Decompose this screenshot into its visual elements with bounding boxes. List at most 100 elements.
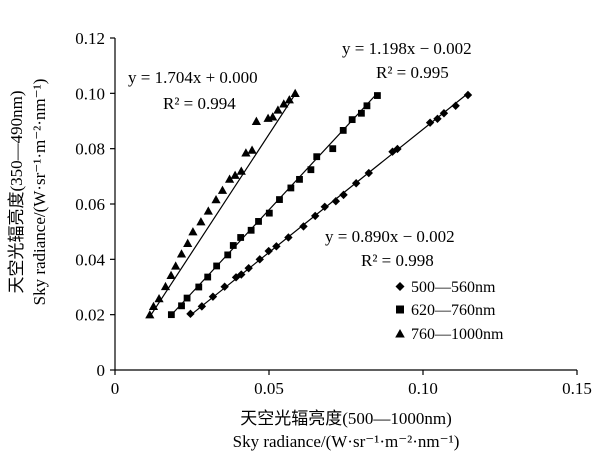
y-tick-label: 0.04: [75, 250, 105, 269]
data-point-square: [296, 175, 303, 183]
legend-marker-square: [396, 305, 404, 314]
data-point-square: [348, 116, 356, 124]
data-point-square: [287, 184, 295, 192]
data-point-triangle: [251, 116, 261, 125]
y-tick-label: 0.06: [75, 195, 105, 214]
data-point-triangle: [224, 174, 235, 183]
legend-marker-triangle: [395, 329, 405, 338]
data-point-diamond: [299, 222, 308, 231]
data-point-diamond: [255, 255, 264, 264]
x-axis-title-en: Sky radiance/(W·sr⁻¹·m⁻²·nm⁻¹): [233, 432, 460, 451]
axes: [114, 38, 577, 371]
data-point-square: [265, 209, 273, 217]
data-points: [145, 88, 473, 319]
data-point-diamond: [244, 263, 253, 273]
data-point-square: [363, 102, 371, 110]
legend: 500—560nm 620—760nm 760—1000nm: [395, 279, 504, 343]
data-point-triangle: [290, 88, 300, 98]
data-point-triangle: [166, 270, 176, 280]
data-point-triangle: [183, 238, 193, 247]
x-tick-label: 0.05: [254, 379, 284, 398]
data-point-triangle: [171, 261, 181, 270]
data-point-diamond: [264, 246, 273, 256]
data-point-triangle: [279, 99, 289, 108]
data-point-triangle: [160, 281, 171, 291]
data-point-triangle: [203, 206, 213, 215]
data-point-triangle: [188, 227, 198, 236]
data-point-triangle: [217, 185, 228, 194]
data-point-diamond: [311, 211, 320, 221]
data-point-diamond: [425, 118, 435, 127]
data-point-triangle: [211, 194, 221, 204]
equation-500-560-fit: y = 0.890x − 0.002: [325, 227, 455, 246]
data-point-square: [313, 153, 321, 161]
equation-620-760-r2: R² = 0.995: [376, 63, 449, 82]
data-point-square: [276, 196, 283, 203]
data-point-diamond: [463, 90, 473, 100]
data-point-triangle: [148, 301, 159, 311]
data-point-triangle: [176, 249, 187, 258]
data-point-diamond: [364, 168, 373, 178]
data-point-square: [237, 234, 245, 241]
y-tick-label: 0.02: [75, 306, 105, 325]
data-point-diamond: [284, 233, 293, 242]
y-axis-title-en: Sky radiance/(W·sr⁻¹·m⁻²·nm⁻¹): [30, 79, 49, 306]
data-point-diamond: [433, 114, 442, 123]
data-point-square: [329, 145, 337, 153]
data-point-diamond: [331, 197, 341, 206]
data-point-square: [183, 294, 191, 302]
y-tick-label: 0: [97, 361, 106, 380]
y-tick-label: 0.10: [75, 84, 105, 103]
data-point-diamond: [237, 270, 246, 279]
legend-label-760-1000: 760—1000nm: [411, 326, 504, 343]
data-point-triangle: [268, 112, 278, 121]
data-point-square: [204, 273, 212, 281]
data-point-square: [195, 283, 203, 291]
data-point-square: [224, 251, 232, 259]
equation-500-560: y = 0.890x − 0.002 R² = 0.998: [325, 227, 455, 270]
y-tick-label: 0.08: [75, 140, 105, 159]
equation-760-1000-r2: R² = 0.994: [163, 94, 236, 113]
data-point-diamond: [197, 302, 207, 311]
legend-marker-diamond: [395, 282, 405, 291]
data-point-triangle: [236, 166, 246, 175]
data-point-diamond: [220, 282, 229, 291]
x-tick-label: 0.15: [562, 379, 592, 398]
data-point-square: [229, 242, 237, 249]
legend-label-500-560: 500—560nm: [411, 279, 496, 296]
data-point-triangle: [145, 310, 155, 319]
data-point-diamond: [351, 179, 361, 188]
data-point-square: [213, 262, 221, 270]
fit-line-triangle: [149, 93, 296, 318]
x-tick-label: 0: [111, 379, 120, 398]
data-point-diamond: [186, 309, 195, 319]
data-point-triangle: [230, 170, 240, 179]
data-point-triangle: [273, 105, 283, 114]
data-point-diamond: [320, 202, 329, 211]
data-point-triangle: [241, 148, 251, 157]
data-point-diamond: [439, 109, 449, 118]
legend-label-620-760: 620—760nm: [411, 302, 496, 319]
data-point-diamond: [272, 242, 281, 251]
data-point-square: [167, 311, 175, 319]
data-point-triangle: [284, 95, 294, 104]
equation-620-760: y = 1.198x − 0.002 R² = 0.995: [342, 39, 472, 82]
data-point-diamond: [451, 101, 460, 110]
data-point-square: [247, 226, 255, 234]
data-point-diamond: [393, 144, 402, 154]
data-point-diamond: [339, 190, 348, 200]
data-point-square: [374, 92, 381, 99]
x-axis-title-cn: 天空光辐亮度(500—1000nm): [240, 409, 452, 428]
data-point-square: [339, 127, 347, 134]
equation-760-1000-fit: y = 1.704x + 0.000: [128, 68, 258, 87]
data-point-triangle: [154, 294, 164, 303]
equation-500-560-r2: R² = 0.998: [361, 251, 434, 270]
y-axis-title-cn: 天空光辐亮度(350—490nm): [7, 90, 26, 293]
data-point-square: [358, 109, 365, 117]
equation-620-760-fit: y = 1.198x − 0.002: [342, 39, 472, 58]
ticks: 0 0.05 0.10 0.15 0 0.02 0.04 0.06 0.08 0.10 0.12: [75, 29, 592, 398]
equation-760-1000: y = 1.704x + 0.000 R² = 0.994: [128, 68, 258, 113]
y-tick-label: 0.12: [75, 29, 105, 48]
data-point-triangle: [196, 217, 206, 226]
